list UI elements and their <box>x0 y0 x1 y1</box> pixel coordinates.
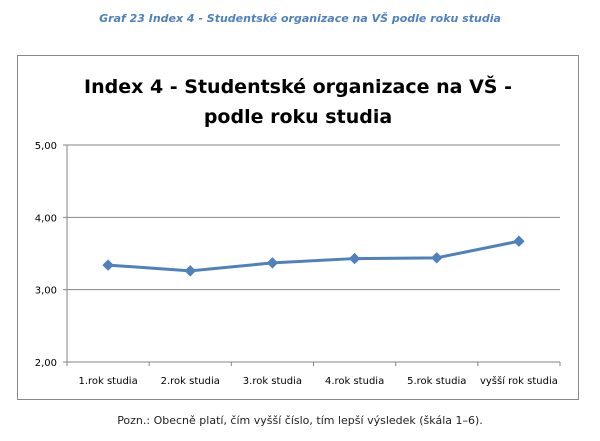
data-point-marker <box>184 265 196 277</box>
x-tick-label: 2.rok studia <box>161 376 220 387</box>
x-tick-label: 3.rok studia <box>243 376 302 387</box>
chart-frame: Index 4 - Studentské organizace na VŠ - … <box>17 55 579 400</box>
data-point-marker <box>102 259 114 271</box>
data-point-marker <box>348 252 361 265</box>
y-tick-label: 4,00 <box>35 213 57 224</box>
chart-title-line-1: Index 4 - Studentské organizace na VŠ - <box>84 74 512 98</box>
axes <box>63 144 561 366</box>
y-tick-label: 2,00 <box>35 358 57 369</box>
data-point-marker <box>513 235 525 247</box>
x-tick-label: 4.rok studia <box>325 376 384 387</box>
x-tick-label: vyšší rok studia <box>480 375 558 387</box>
series-line <box>107 239 520 273</box>
series <box>102 235 525 277</box>
data-point-marker <box>266 257 279 269</box>
chart-title-line-2: podle roku studia <box>204 106 392 128</box>
y-tick-label: 5,00 <box>35 141 57 152</box>
gridlines <box>67 144 560 363</box>
x-tick-label: 5.rok studia <box>407 376 466 387</box>
data-point-marker <box>431 252 443 264</box>
y-axis-tick-labels: 2,00 3,00 4,00 5,00 <box>35 141 57 369</box>
x-axis-tick-labels: 1.rok studia 2.rok studia 3.rok studia 4.ro… <box>78 375 557 387</box>
figure-caption: Graf 23 Index 4 - Studentské organizace … <box>99 12 501 25</box>
y-tick-label: 3,00 <box>35 286 57 297</box>
line-chart: Index 4 - Studentské organizace na VŠ - … <box>35 74 561 387</box>
footnote: Pozn.: Obecně platí, čím vyšší číslo, tí… <box>117 414 483 427</box>
x-tick-label: 1.rok studia <box>78 376 137 387</box>
